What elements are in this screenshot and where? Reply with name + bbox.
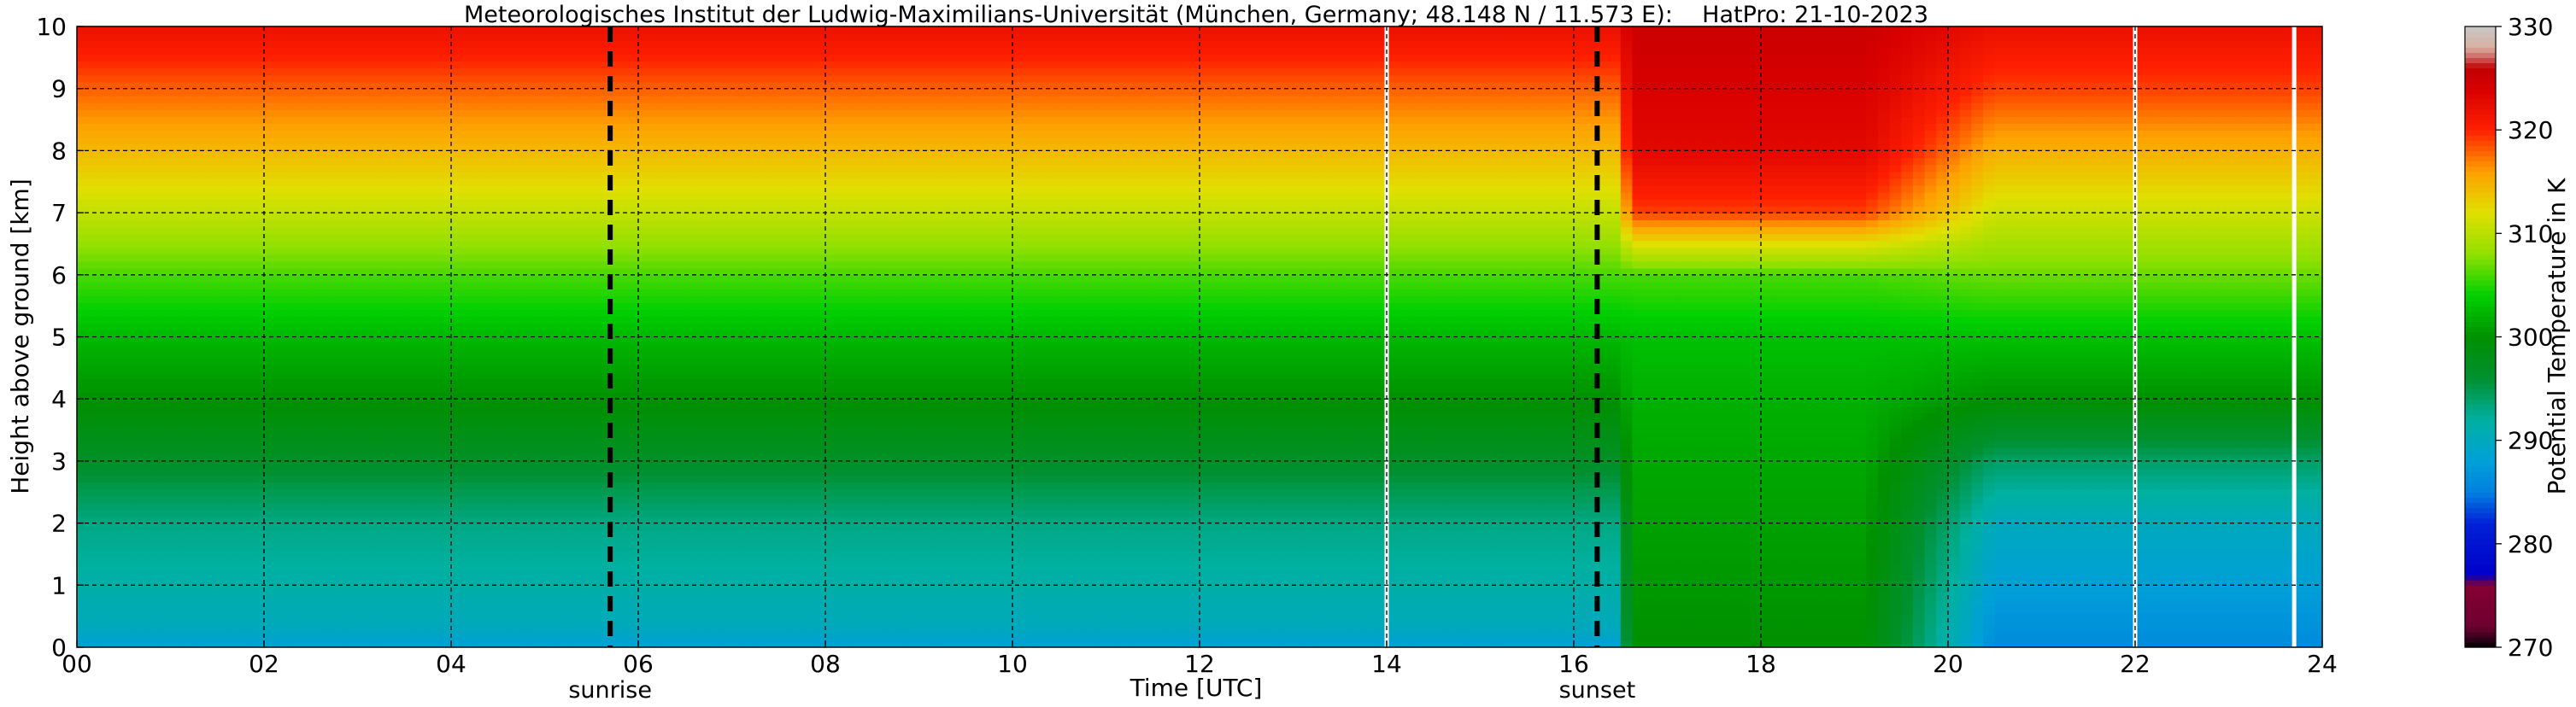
colorbar-bands [2465,26,2496,648]
y-tick-label: 1 [51,571,67,599]
y-tick-label: 9 [51,75,67,103]
y-tick-label: 8 [51,137,67,165]
sunset-label: sunset [1559,677,1636,704]
y-tick-label: 7 [51,199,67,227]
y-axis-label: Height above ground [km] [6,178,34,494]
colorbar-tick-label: 330 [2508,13,2553,41]
x-tick-label: 02 [249,650,279,678]
x-tick-label: 06 [623,650,654,678]
y-tick-label: 3 [51,447,67,476]
y-tick-label: 10 [36,13,67,41]
x-tick-label: 04 [436,650,466,678]
colorbar-tick-label: 280 [2508,530,2553,558]
y-tick-label: 5 [51,324,67,352]
y-tick-label: 6 [51,261,67,289]
x-tick-label: 20 [1933,650,1963,678]
sunrise-label: sunrise [568,677,652,704]
y-tick-label: 0 [51,634,67,662]
x-tick-label: 16 [1558,650,1589,678]
y-tick-label: 4 [51,385,67,413]
x-tick-label: 22 [2120,650,2151,678]
chart-title: Meteorologisches Institut der Ludwig-Max… [464,2,1928,28]
colorbar-tick-label: 270 [2508,634,2553,662]
x-tick-label: 08 [810,650,841,678]
x-tick-label: 24 [2307,650,2338,678]
colorbar-label: Potential Temperature in K [2543,178,2571,494]
x-tick-label: 10 [997,650,1028,678]
x-tick-label: 14 [1371,650,1402,678]
x-axis-label: Time [UTC] [1130,674,1263,702]
colorbar-tick-label: 320 [2508,116,2553,144]
y-tick-label: 2 [51,510,67,538]
x-tick-label: 18 [1746,650,1776,678]
